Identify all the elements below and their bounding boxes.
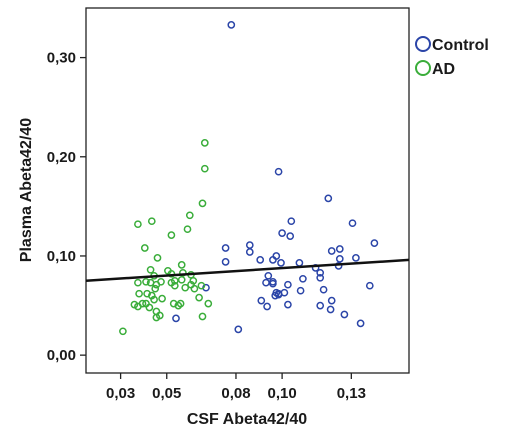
data-point-control	[370, 239, 379, 247]
data-point-control	[269, 256, 277, 264]
data-point-ad	[204, 299, 213, 308]
data-point-ad	[147, 217, 156, 226]
data-point-ad	[143, 289, 151, 298]
legend-label-control: Control	[432, 37, 489, 54]
data-point-control	[340, 310, 349, 319]
legend-label-ad: AD	[432, 61, 455, 78]
data-point-control	[316, 273, 325, 282]
legend: Control AD	[415, 36, 489, 78]
data-point-control	[278, 229, 286, 237]
data-point-control	[286, 232, 295, 240]
data-point-ad	[200, 139, 209, 147]
data-point-ad	[142, 277, 150, 286]
data-point-ad	[135, 289, 143, 298]
data-point-ad	[183, 225, 192, 234]
data-point-control	[245, 248, 254, 256]
data-point-control	[274, 290, 283, 299]
data-point-ad	[179, 268, 187, 277]
data-point-control	[264, 271, 273, 280]
data-point-control	[227, 21, 236, 29]
plot-frame	[85, 7, 410, 374]
data-point-control	[356, 319, 365, 328]
data-point-control	[257, 296, 266, 305]
data-point-control	[299, 274, 307, 283]
data-point-control	[348, 219, 357, 228]
data-point-ad	[177, 261, 186, 269]
data-point-ad	[146, 265, 155, 274]
y-tick-label: 0,10	[47, 248, 76, 265]
data-point-control	[365, 281, 374, 290]
data-point-ad	[134, 278, 142, 287]
data-point-ad	[152, 280, 161, 289]
data-point-control	[284, 300, 292, 309]
data-point-control	[263, 302, 271, 311]
data-point-control	[327, 247, 336, 255]
y-tick-label: 0,30	[47, 50, 76, 67]
data-point-control	[271, 291, 280, 300]
data-point-control	[335, 245, 344, 253]
data-point-control	[172, 314, 180, 323]
data-point-ad	[177, 275, 186, 284]
data-point-control	[277, 259, 285, 267]
data-point-ad	[151, 284, 160, 293]
data-point-control	[221, 258, 230, 266]
x-tick-label: 0,10	[268, 385, 297, 402]
data-point-ad	[119, 327, 127, 336]
data-point-control	[324, 194, 333, 203]
data-point-control	[262, 278, 270, 287]
data-point-ad	[158, 294, 166, 303]
data-point-ad	[195, 293, 203, 302]
data-point-control	[274, 167, 283, 176]
data-point-control	[296, 286, 305, 295]
x-axis-title: CSF Abeta42/40	[187, 411, 307, 428]
data-point-control	[269, 279, 277, 288]
data-point-ad	[198, 199, 207, 208]
x-tick-label: 0,05	[152, 385, 181, 402]
data-point-control	[256, 256, 265, 264]
data-point-ad	[153, 254, 162, 262]
data-point-control	[352, 254, 360, 262]
data-point-control	[316, 301, 325, 310]
legend-marker-control	[415, 36, 431, 52]
data-point-ad	[150, 295, 158, 304]
data-point-control	[326, 305, 335, 314]
data-point-ad	[170, 281, 179, 290]
data-point-control	[327, 296, 336, 305]
y-tick-label: 0,20	[47, 149, 76, 166]
fit-line	[85, 258, 410, 283]
data-point-ad	[185, 211, 194, 220]
data-point-ad	[200, 164, 209, 173]
data-point-control	[284, 280, 292, 289]
data-point-ad	[134, 302, 142, 311]
data-point-ad	[152, 313, 161, 322]
x-tick-label: 0,08	[221, 385, 250, 402]
x-tick-label: 0,03	[106, 385, 135, 402]
data-point-control	[319, 285, 328, 294]
legend-marker-ad	[415, 60, 431, 76]
data-point-ad	[134, 220, 142, 229]
x-axis: 0,03 0,05 0,08 0,10 0,13	[106, 373, 366, 402]
data-point-ad	[140, 244, 149, 252]
data-point-ad	[167, 231, 176, 239]
data-point-control	[287, 217, 296, 226]
data-point-ad	[145, 303, 154, 312]
data-point-control	[221, 244, 230, 252]
data-points	[119, 21, 379, 336]
data-point-ad	[197, 281, 206, 290]
data-point-ad	[190, 284, 199, 293]
y-axis: 0,00 0,10 0,20 0,30	[47, 50, 86, 364]
x-tick-label: 0,13	[337, 385, 366, 402]
y-tick-label: 0,00	[47, 347, 76, 364]
data-point-control	[335, 255, 344, 263]
data-point-control	[234, 325, 243, 334]
data-point-ad	[176, 299, 185, 308]
data-point-control	[316, 268, 325, 277]
data-point-ad	[181, 283, 190, 292]
data-point-ad	[198, 312, 207, 321]
y-axis-title: Plasma Abeta42/40	[18, 118, 35, 262]
